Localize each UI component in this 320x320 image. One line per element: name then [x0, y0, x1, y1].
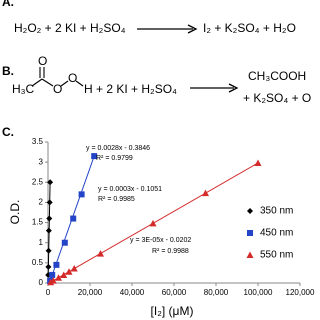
x-tick-label: 0	[46, 288, 51, 297]
data-point	[61, 239, 68, 246]
legend-label: 350 nm	[260, 206, 293, 217]
y-tick-label: 0	[39, 278, 44, 287]
data-point	[45, 227, 52, 234]
trendline-equation: R² = 0.9799	[96, 155, 133, 162]
y-tick-label: 3.5	[32, 137, 44, 146]
data-point	[49, 277, 57, 284]
atom-label: O	[53, 82, 62, 96]
trendline-equation: y = 3E-05x - 0.0202	[130, 237, 191, 244]
x-tick-label: 20,000	[78, 288, 103, 297]
panel-label: C.	[2, 125, 14, 139]
peracetic-acid-bonds	[31, 67, 84, 87]
atom-label: H	[84, 82, 93, 96]
legend-label: 450 nm	[260, 228, 293, 239]
trendline-equation: y = 0.0003x - 0.1051	[98, 186, 162, 193]
y-tick-label: 1.5	[32, 218, 44, 227]
equation-products: + K₂SO₄ + O	[243, 91, 311, 105]
data-point	[70, 215, 77, 222]
data-point	[78, 191, 85, 198]
trendline-equation: y = 0.0028x - 0.3846	[86, 145, 150, 152]
equation-products: I₂ + K₂SO₄ + H₂O	[203, 21, 296, 35]
legend-marker	[247, 208, 253, 214]
data-point	[53, 261, 60, 268]
x-tick-label: 120,000	[286, 288, 315, 297]
equation-reactants: H₂O₂ + 2 KI + H₂SO₄	[14, 21, 126, 35]
legend-marker	[247, 230, 253, 236]
legend-label: 550 nm	[260, 250, 293, 261]
x-tick-label: 80,000	[204, 288, 229, 297]
y-tick-label: 3	[39, 157, 44, 166]
atom-label: O	[68, 71, 77, 85]
data-point	[49, 271, 56, 278]
data-point	[60, 271, 68, 278]
y-tick-label: 0.5	[32, 258, 44, 267]
equation-reactants: + 2 KI + H₂SO₄	[96, 82, 177, 96]
data-point	[70, 264, 78, 272]
data-point	[65, 268, 73, 275]
y-tick-label: 1	[39, 238, 44, 247]
reaction-arrow	[190, 83, 239, 93]
reaction-arrow	[137, 24, 198, 34]
data-point	[254, 159, 262, 166]
x-tick-label: 100,000	[244, 288, 273, 297]
legend-marker	[246, 251, 254, 258]
data-point	[149, 219, 157, 227]
atom-label: H₃C	[12, 82, 35, 96]
x-tick-label: 40,000	[120, 288, 145, 297]
x-axis-label: [I₂] (μM)	[151, 304, 194, 318]
equation-products: CH₃COOH	[248, 69, 306, 83]
panel-label: B.	[2, 64, 14, 78]
trendline-equation: R² = 0.9988	[152, 248, 189, 255]
y-tick-label: 2	[39, 198, 44, 207]
data-point	[97, 250, 104, 257]
y-axis-label: O.D.	[8, 200, 22, 225]
data-point	[46, 199, 53, 206]
data-point	[45, 263, 52, 270]
data-point	[91, 153, 98, 160]
trendline-equation: R² = 0.9985	[98, 196, 135, 203]
y-tick-label: 2.5	[32, 177, 44, 186]
data-point	[46, 215, 53, 222]
data-point	[55, 274, 62, 281]
atom-label: O	[38, 54, 47, 68]
x-tick-label: 60,000	[162, 288, 187, 297]
data-point	[202, 189, 209, 197]
data-point	[47, 179, 54, 186]
data-point	[45, 247, 52, 254]
panel-label: A.	[2, 0, 14, 9]
